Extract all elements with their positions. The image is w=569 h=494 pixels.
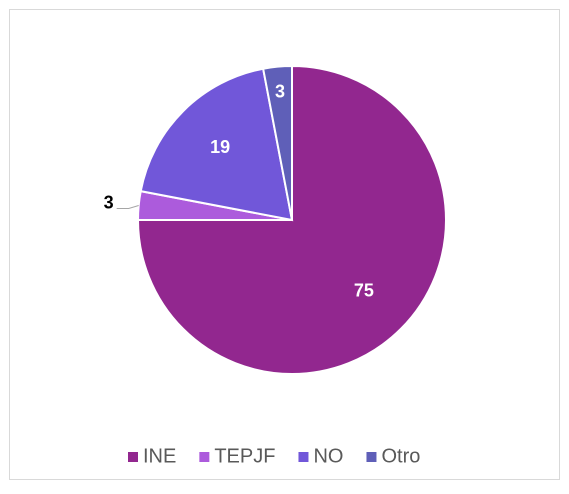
legend-label: Otro [381, 445, 420, 467]
legend-swatch [298, 452, 309, 462]
pie-slice [261, 64, 293, 221]
data-label: 3 [104, 192, 114, 212]
data-label: 19 [210, 137, 230, 157]
legend-label: INE [143, 445, 176, 467]
pie-slice [136, 64, 447, 375]
legend-label: TEPJF [214, 445, 275, 467]
legend-swatch [128, 452, 138, 462]
legend-swatch [199, 452, 210, 462]
legend-swatch [366, 452, 377, 462]
data-label: 75 [354, 281, 374, 301]
leader-line [116, 205, 139, 210]
legend-label: NO [313, 445, 343, 467]
pie-slice [139, 67, 294, 222]
data-label: 3 [275, 81, 285, 101]
